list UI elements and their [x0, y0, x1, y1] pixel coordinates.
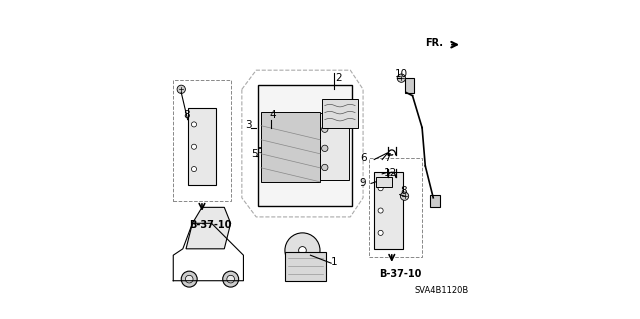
Circle shape: [191, 122, 196, 127]
Circle shape: [321, 164, 328, 171]
Circle shape: [177, 85, 186, 93]
Circle shape: [378, 208, 383, 213]
Text: 9: 9: [360, 178, 366, 189]
Text: 1: 1: [331, 257, 338, 267]
Circle shape: [321, 145, 328, 152]
Text: 3: 3: [245, 120, 252, 130]
Text: 8: 8: [184, 110, 190, 121]
Bar: [258, 85, 352, 206]
Text: 12: 12: [384, 168, 397, 178]
Bar: [430, 195, 440, 207]
Bar: [188, 108, 216, 185]
Bar: [321, 99, 358, 128]
Text: B-37-10: B-37-10: [379, 269, 421, 279]
Bar: [374, 172, 403, 249]
Bar: [261, 112, 320, 182]
Bar: [285, 252, 326, 281]
Circle shape: [299, 247, 307, 254]
Circle shape: [397, 74, 406, 82]
Circle shape: [378, 186, 383, 191]
Text: FR.: FR.: [425, 38, 443, 48]
Circle shape: [227, 275, 234, 283]
Text: 6: 6: [360, 153, 367, 163]
Circle shape: [223, 271, 239, 287]
Text: B-37-10: B-37-10: [189, 220, 232, 230]
Circle shape: [285, 233, 320, 268]
Text: 4: 4: [269, 110, 276, 121]
Bar: [173, 80, 230, 201]
Circle shape: [181, 271, 197, 287]
Polygon shape: [186, 207, 230, 249]
Text: SVA4B1120B: SVA4B1120B: [414, 286, 468, 295]
Circle shape: [191, 167, 196, 172]
Circle shape: [401, 192, 409, 200]
Circle shape: [186, 275, 193, 283]
Bar: [369, 158, 422, 257]
Text: 8: 8: [401, 186, 407, 197]
Bar: [320, 113, 349, 180]
Bar: [404, 78, 414, 93]
Text: 2: 2: [335, 73, 342, 83]
Text: 5: 5: [252, 149, 258, 159]
Bar: [376, 177, 392, 187]
Circle shape: [378, 230, 383, 235]
Text: 7: 7: [384, 153, 390, 163]
Circle shape: [191, 144, 196, 149]
Circle shape: [321, 126, 328, 132]
Text: 10: 10: [395, 69, 408, 79]
